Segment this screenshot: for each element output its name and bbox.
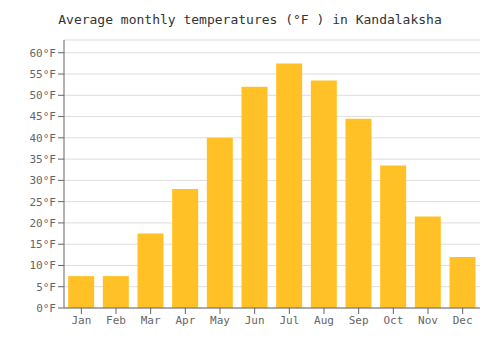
svg-text:60°F: 60°F [30,47,57,60]
svg-text:40°F: 40°F [30,132,57,145]
svg-text:55°F: 55°F [30,68,57,81]
svg-text:5°F: 5°F [36,281,56,294]
html-text:Average monthly temperatures (: Average monthly temperatures (°F ) in Ka… [58,12,442,27]
svg-text:10°F: 10°F [30,259,57,272]
svg-text:Nov: Nov [418,314,438,327]
svg-text:Oct: Oct [383,314,403,327]
svg-text:May: May [210,314,230,327]
svg-text:Apr: Apr [175,314,195,327]
svg-text:25°F: 25°F [30,196,57,209]
svg-text:15°F: 15°F [30,238,57,251]
svg-text:35°F: 35°F [30,153,57,166]
svg-text:Sep: Sep [349,314,369,327]
svg-text:Jul: Jul [279,314,299,327]
svg-text:50°F: 50°F [30,89,57,102]
svg-text:Aug: Aug [314,314,334,327]
svg-text:45°F: 45°F [30,110,57,123]
svg-text:Jun: Jun [245,314,265,327]
svg-text:Jan: Jan [71,314,91,327]
svg-text:Feb: Feb [106,314,126,327]
svg-text:Dec: Dec [453,314,473,327]
svg-text:0°F: 0°F [36,302,56,315]
svg-text:30°F: 30°F [30,174,57,187]
svg-text:20°F: 20°F [30,217,57,230]
svg-text:Mar: Mar [141,314,161,327]
